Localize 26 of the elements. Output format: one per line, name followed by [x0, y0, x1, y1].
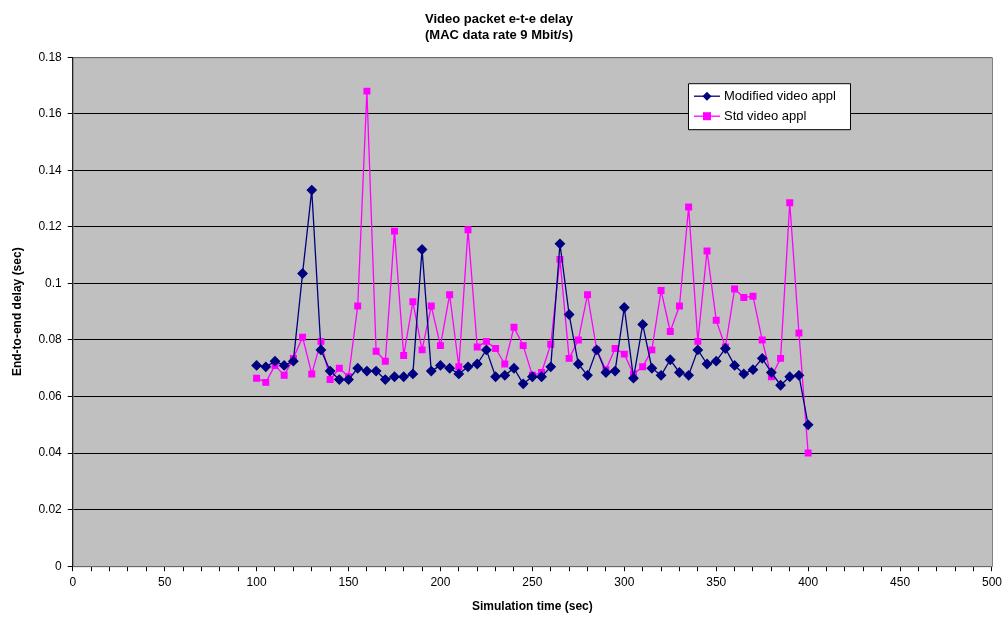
- y-tick-label: 0.14: [38, 162, 63, 177]
- y-tick-label: 0.04: [38, 445, 63, 460]
- x-tick-label: 350: [706, 574, 727, 589]
- y-tick-label: 0.18: [38, 49, 63, 64]
- x-tick-label: 300: [614, 574, 635, 589]
- x-tick-label: 150: [338, 574, 359, 589]
- y-tick-label: 0.08: [38, 332, 63, 347]
- y-tick-label: 0.02: [38, 501, 63, 516]
- y-axis-title: End-to-end delay (sec): [9, 247, 24, 377]
- x-axis-title: Simulation time (sec): [472, 599, 593, 614]
- legend-label: Modified video appl: [723, 87, 837, 103]
- chart-title: Video packet e-t-e delay (MAC data rate 9 Mbit/s): [424, 11, 574, 42]
- x-tick-label: 450: [890, 574, 911, 589]
- x-tick-label: 200: [430, 574, 451, 589]
- x-tick-label: 0: [69, 574, 77, 589]
- y-tick-label: 0.12: [38, 219, 63, 234]
- y-tick-label: 0: [55, 558, 63, 573]
- x-tick-label: 500: [981, 574, 1003, 589]
- y-tick-label: 0.06: [38, 388, 63, 403]
- x-tick-label: 400: [798, 574, 819, 589]
- legend-label: Std video appl: [723, 107, 807, 123]
- x-tick-label: 100: [246, 574, 267, 589]
- x-tick-label: 50: [158, 574, 172, 589]
- x-tick-label: 250: [522, 574, 543, 589]
- y-tick-label: 0.1: [45, 275, 63, 290]
- y-tick-label: 0.16: [38, 106, 63, 121]
